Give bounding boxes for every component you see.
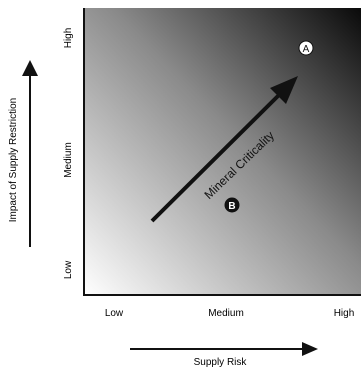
y-direction-arrowhead <box>22 60 38 76</box>
marker-b-circle <box>224 197 240 213</box>
y-tick-label: High <box>63 28 74 49</box>
x-axis-title: Supply Risk <box>194 357 248 367</box>
x-tick-label: Low <box>105 308 124 319</box>
y-tick-label: Medium <box>63 142 74 178</box>
criticality-arrowhead <box>270 76 298 104</box>
x-tick-label: High <box>334 308 355 319</box>
y-tick-label: Low <box>63 260 74 279</box>
x-tick-label: Medium <box>208 308 244 319</box>
criticality-arrow-shaft <box>150 90 284 223</box>
x-direction-arrowhead <box>302 342 318 356</box>
marker-a-circle <box>298 40 314 56</box>
y-axis-title: Impact of Supply Restriction <box>8 98 19 223</box>
marker-a-label: A <box>303 44 310 55</box>
marker-b-label: B <box>228 201 235 212</box>
